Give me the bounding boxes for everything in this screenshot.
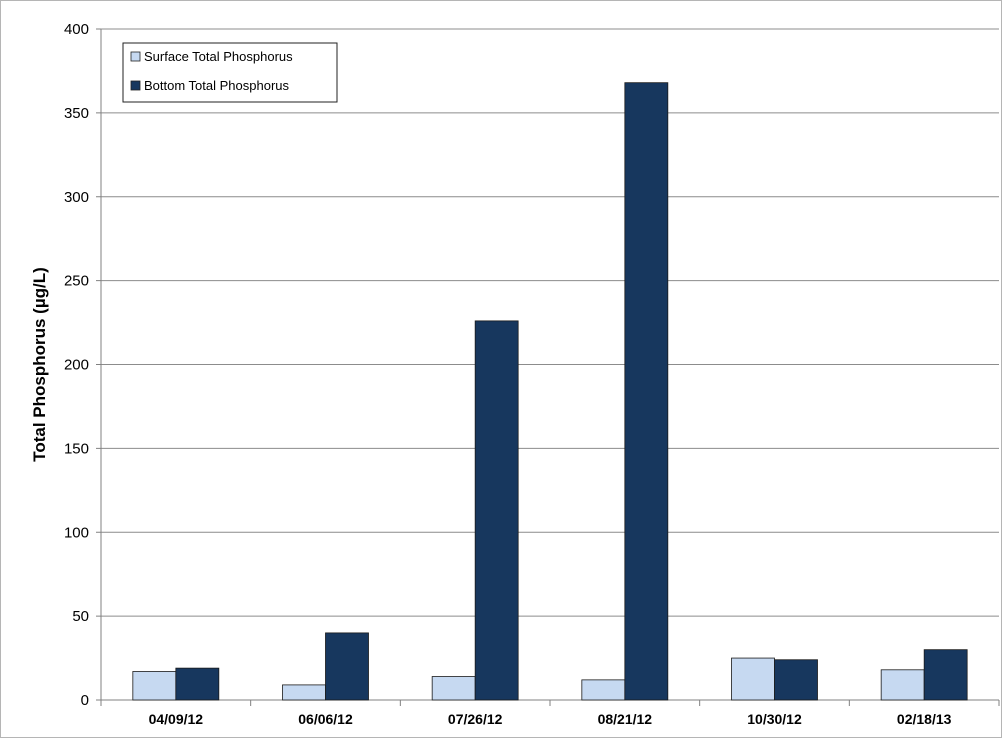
bottom-bar-02-18-13 xyxy=(923,649,968,701)
legend: Surface Total Phosphorus Bottom Total Ph… xyxy=(122,42,338,103)
x-tick-label: 08/21/12 xyxy=(598,711,653,727)
bottom-bar-10-30-12 xyxy=(774,659,818,701)
legend-swatch-bottom xyxy=(130,80,141,91)
surface-bar-07-26-12 xyxy=(431,676,476,701)
x-tick-label: 10/30/12 xyxy=(747,711,802,727)
surface-bar-10-30-12 xyxy=(731,657,775,701)
y-tick-label: 300 xyxy=(64,189,89,206)
y-tick-label: 350 xyxy=(64,105,89,122)
legend-box xyxy=(122,42,338,103)
legend-label-surface: Surface Total Phosphorus xyxy=(144,49,293,64)
axes xyxy=(96,28,1000,706)
x-tick-label: 02/18/13 xyxy=(897,711,952,727)
x-tick-label: 04/09/12 xyxy=(149,711,204,727)
y-axis-label: Total Phosphorus (µg/L) xyxy=(30,267,49,462)
y-tick-label: 50 xyxy=(72,608,89,625)
x-tick-label: 07/26/12 xyxy=(448,711,503,727)
bottom-bar-06-06-12 xyxy=(325,632,369,701)
surface-bar-06-06-12 xyxy=(282,684,326,701)
surface-bar-04-09-12 xyxy=(132,671,177,701)
y-tick-label: 100 xyxy=(64,524,89,541)
legend-label-bottom: Bottom Total Phosphorus xyxy=(144,78,290,93)
tick-labels: 0 50 100 150 200 250 300 350 400 04/09/12 06/06/12… xyxy=(64,21,952,727)
gridlines xyxy=(101,28,999,617)
y-tick-label: 200 xyxy=(64,357,89,374)
surface-bar-08-21-12 xyxy=(581,679,626,701)
bars xyxy=(132,82,968,701)
legend-swatch-surface xyxy=(130,51,141,62)
y-tick-label: 250 xyxy=(64,273,89,290)
x-tick-label: 06/06/12 xyxy=(298,711,353,727)
bottom-bar-07-26-12 xyxy=(474,320,519,701)
y-tick-label: 0 xyxy=(81,692,89,709)
surface-bar-02-18-13 xyxy=(880,669,925,701)
bottom-bar-04-09-12 xyxy=(175,667,220,701)
y-tick-label: 400 xyxy=(64,21,89,38)
y-tick-label: 150 xyxy=(64,440,89,457)
bottom-bar-08-21-12 xyxy=(624,82,669,701)
